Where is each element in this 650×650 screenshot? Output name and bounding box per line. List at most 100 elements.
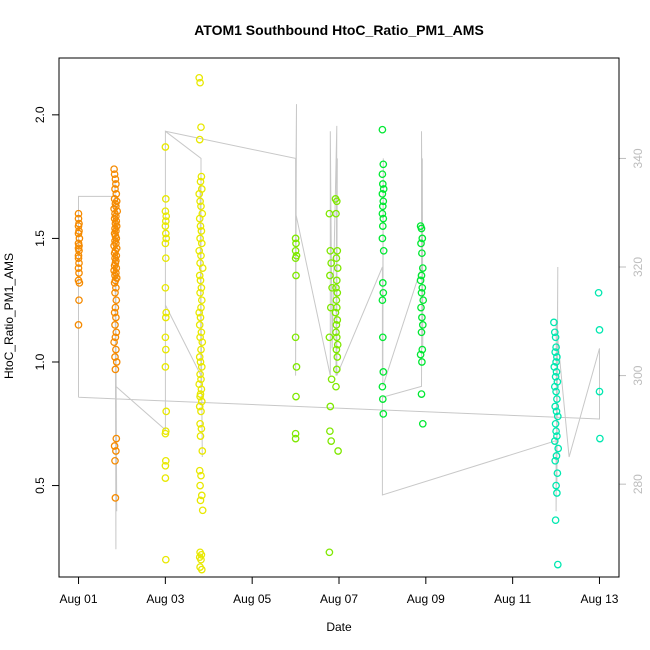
- data-point: [197, 251, 205, 260]
- data-point: [596, 434, 604, 443]
- data-point: [112, 358, 121, 366]
- data-point: [378, 209, 387, 218]
- data-point: [75, 296, 83, 305]
- data-point: [195, 402, 204, 411]
- data-point: [552, 358, 560, 366]
- data-point: [195, 321, 204, 329]
- data-point: [112, 180, 120, 188]
- data-point: [332, 382, 340, 391]
- data-point: [325, 548, 334, 557]
- data-point: [332, 321, 341, 329]
- data-point: [196, 197, 204, 206]
- data-point: [553, 469, 562, 478]
- data-point: [417, 390, 426, 398]
- data-point: [161, 456, 170, 465]
- data-point: [418, 345, 427, 354]
- data-point: [110, 170, 119, 179]
- data-point: [111, 288, 119, 297]
- right-y-tick-label: 340: [631, 148, 645, 168]
- data-point: [161, 222, 170, 230]
- data-point: [332, 296, 341, 305]
- data-point: [291, 234, 300, 243]
- data-point: [553, 489, 561, 497]
- data-point: [198, 264, 207, 272]
- data-point: [378, 279, 387, 287]
- data-point: [161, 474, 170, 482]
- data-point: [197, 424, 206, 433]
- data-point: [379, 246, 388, 255]
- data-point: [418, 283, 427, 292]
- data-point: [552, 481, 560, 490]
- data-point: [197, 555, 205, 564]
- data-point: [550, 437, 559, 445]
- data-point: [378, 296, 387, 305]
- data-point: [417, 224, 426, 233]
- data-point: [161, 217, 170, 225]
- y-tick-label: 2.0: [33, 106, 47, 123]
- data-point: [379, 214, 388, 223]
- data-point: [379, 197, 388, 206]
- data-point: [333, 288, 342, 297]
- data-point: [195, 73, 204, 82]
- data-point: [112, 313, 120, 322]
- data-point: [327, 437, 336, 445]
- data-point: [291, 333, 300, 342]
- data-point: [333, 316, 342, 324]
- data-point: [332, 365, 341, 374]
- data-point: [292, 392, 300, 401]
- data-point: [198, 338, 207, 347]
- data-point: [161, 229, 170, 238]
- data-point: [332, 345, 341, 354]
- data-point: [333, 340, 342, 349]
- data-point: [553, 412, 562, 421]
- data-point: [196, 370, 204, 379]
- data-point: [161, 461, 170, 470]
- data-point: [379, 368, 388, 376]
- data-point: [195, 308, 204, 317]
- chart-title: ATOM1 Southbound HtoC_Ratio_PM1_AMS: [194, 22, 484, 38]
- y-axis-label: HtoC_Ratio_PM1_AMS: [2, 253, 16, 379]
- data-point: [110, 308, 119, 317]
- background-trace-layer: [78, 104, 600, 550]
- data-point: [111, 321, 119, 329]
- data-point: [110, 279, 119, 287]
- data-point: [378, 125, 387, 134]
- data-point: [327, 259, 336, 267]
- data-point: [331, 308, 340, 317]
- data-point: [111, 175, 120, 183]
- data-point: [75, 269, 83, 277]
- data-point: [198, 506, 207, 515]
- data-point: [418, 358, 426, 366]
- y-tick-label: 0.5: [33, 477, 47, 494]
- data-point: [196, 419, 204, 428]
- data-point: [553, 353, 561, 361]
- data-point: [333, 246, 342, 255]
- data-point: [112, 328, 121, 337]
- data-points-layer: [74, 73, 604, 574]
- data-point: [378, 202, 387, 211]
- data-point: [418, 419, 427, 428]
- data-point: [552, 387, 560, 396]
- data-point: [197, 296, 206, 305]
- data-point: [75, 259, 83, 267]
- data-point: [551, 402, 560, 411]
- data-point: [552, 452, 561, 460]
- y-tick-label: 1.5: [33, 230, 47, 247]
- data-point: [332, 283, 340, 292]
- data-point: [328, 283, 336, 292]
- data-point: [418, 321, 427, 329]
- data-point: [551, 456, 560, 465]
- data-point: [197, 239, 206, 248]
- data-point: [196, 288, 204, 297]
- x-tick-label: Aug 07: [320, 592, 358, 606]
- data-point: [195, 271, 204, 280]
- data-point: [161, 555, 170, 564]
- data-point: [196, 392, 204, 401]
- data-point: [552, 407, 561, 416]
- x-tick-label: Aug 03: [146, 592, 184, 606]
- data-point: [161, 363, 170, 371]
- data-point: [111, 353, 119, 361]
- data-point: [197, 123, 205, 132]
- data-point: [333, 353, 342, 361]
